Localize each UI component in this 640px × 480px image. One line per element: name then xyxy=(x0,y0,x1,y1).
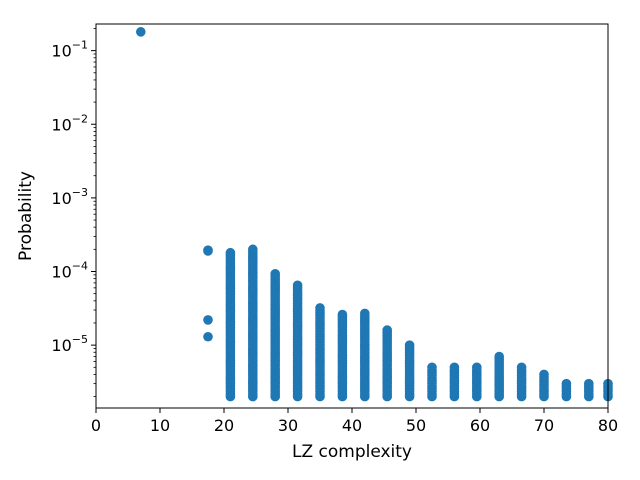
data-point xyxy=(203,331,213,342)
data-point xyxy=(404,340,415,350)
x-tick-label: 40 xyxy=(342,416,362,435)
x-tick-label: 80 xyxy=(598,416,618,435)
x-axis-ticks: 0 10 20 30 40 50 60 70 80 xyxy=(91,408,618,435)
data-point xyxy=(203,315,213,325)
data-point xyxy=(449,362,460,373)
data-point xyxy=(292,280,303,291)
x-tick-label: 60 xyxy=(470,416,490,435)
data-point xyxy=(203,245,213,255)
x-tick-label: 10 xyxy=(150,416,170,435)
y-tick-label: 10−2 xyxy=(51,112,88,134)
data-point xyxy=(539,369,549,380)
y-axis-label: Probability xyxy=(16,171,36,261)
data-point xyxy=(360,308,370,319)
plot-area xyxy=(96,24,608,408)
data-point xyxy=(225,247,236,258)
data-points xyxy=(136,27,613,402)
y-tick-label: 10−4 xyxy=(51,260,88,282)
data-point xyxy=(136,27,146,37)
x-tick-label: 0 xyxy=(91,416,101,435)
data-point xyxy=(337,309,348,320)
data-point xyxy=(427,362,437,373)
data-point xyxy=(315,303,325,313)
data-point xyxy=(248,244,258,255)
data-point xyxy=(472,362,482,373)
y-tick-label: 10−1 xyxy=(51,39,88,61)
data-point xyxy=(561,378,572,389)
x-tick-label: 50 xyxy=(406,416,426,435)
data-point xyxy=(516,362,527,373)
data-point xyxy=(494,351,505,362)
data-point xyxy=(382,325,393,335)
data-point xyxy=(584,378,594,389)
x-tick-label: 20 xyxy=(214,416,234,435)
y-tick-label: 10−3 xyxy=(51,186,88,208)
x-tick-label: 30 xyxy=(278,416,298,435)
x-tick-label: 70 xyxy=(534,416,554,435)
data-point xyxy=(270,269,281,279)
y-tick-label: 10−5 xyxy=(51,333,88,355)
x-axis-label: LZ complexity xyxy=(292,442,412,462)
y-axis-ticks: 10−5 10−4 10−3 10−2 10−1 xyxy=(51,28,96,397)
